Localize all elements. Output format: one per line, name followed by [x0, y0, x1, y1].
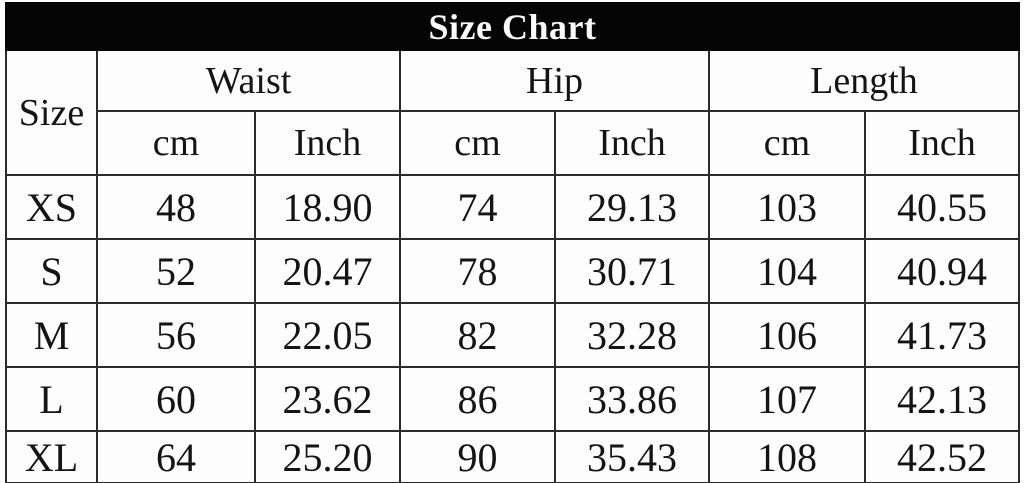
waist-inch-value: 18.90: [254, 174, 401, 240]
table-row-xl: XL 64 25.20 90 35.43 108 42.52: [5, 430, 1020, 483]
length-cm-value: 106: [708, 302, 866, 368]
unit-header-row: cm Inch cm Inch cm Inch: [6, 110, 1020, 176]
table-row-s: S 52 20.47 78 30.71 104 40.94: [5, 238, 1020, 304]
length-cm-value: 108: [708, 430, 866, 483]
title-bar: Size Chart: [5, 2, 1020, 51]
hip-inch-value: 33.86: [554, 366, 710, 432]
length-inch-value: 40.55: [864, 174, 1020, 240]
subheader-length-inch: Inch: [864, 110, 1020, 176]
column-group-hip: Hip: [399, 49, 710, 112]
column-group-waist: Waist: [96, 49, 401, 112]
column-group-header-row: Size Waist Hip Length: [5, 49, 1020, 176]
hip-inch-value: 30.71: [554, 238, 710, 304]
waist-inch-value: 23.62: [254, 366, 401, 432]
table-row-l: L 60 23.62 86 33.86 107 42.13: [5, 366, 1020, 432]
hip-inch-value: 29.13: [554, 174, 710, 240]
size-chart-title: Size Chart: [5, 2, 1020, 51]
waist-cm-value: 48: [96, 174, 256, 240]
table-row-m: M 56 22.05 82 32.28 106 41.73: [5, 302, 1020, 368]
size-label: S: [5, 238, 98, 304]
waist-cm-value: 60: [96, 366, 256, 432]
subheader-hip-cm: cm: [399, 110, 556, 176]
length-inch-value: 42.13: [864, 366, 1020, 432]
subheader-waist-inch: Inch: [254, 110, 401, 176]
waist-cm-value: 52: [96, 238, 256, 304]
size-label: XS: [5, 174, 98, 240]
length-inch-value: 40.94: [864, 238, 1020, 304]
length-inch-value: 41.73: [864, 302, 1020, 368]
table-row-xs: XS 48 18.90 74 29.13 103 40.55: [5, 174, 1020, 240]
length-cm-value: 104: [708, 238, 866, 304]
size-label: M: [5, 302, 98, 368]
hip-inch-value: 35.43: [554, 430, 710, 483]
length-cm-value: 103: [708, 174, 866, 240]
hip-cm-value: 74: [399, 174, 556, 240]
column-group-length: Length: [708, 49, 1020, 112]
waist-inch-value: 22.05: [254, 302, 401, 368]
subheader-waist-cm: cm: [96, 110, 256, 176]
subheader-hip-inch: Inch: [554, 110, 710, 176]
length-inch-value: 42.52: [864, 430, 1020, 483]
hip-cm-value: 82: [399, 302, 556, 368]
size-label: L: [5, 366, 98, 432]
size-chart-table: Size Chart Size Waist Hip Length cm Inch…: [5, 2, 1020, 483]
hip-cm-value: 90: [399, 430, 556, 483]
hip-cm-value: 78: [399, 238, 556, 304]
waist-inch-value: 20.47: [254, 238, 401, 304]
waist-inch-value: 25.20: [254, 430, 401, 483]
hip-inch-value: 32.28: [554, 302, 710, 368]
size-chart-panel: Size Chart Size Waist Hip Length cm Inch…: [5, 2, 1020, 483]
column-header-size: Size: [5, 49, 98, 176]
waist-cm-value: 64: [96, 430, 256, 483]
length-cm-value: 107: [708, 366, 866, 432]
subheader-length-cm: cm: [708, 110, 866, 176]
waist-cm-value: 56: [96, 302, 256, 368]
size-label: XL: [5, 430, 98, 483]
hip-cm-value: 86: [399, 366, 556, 432]
